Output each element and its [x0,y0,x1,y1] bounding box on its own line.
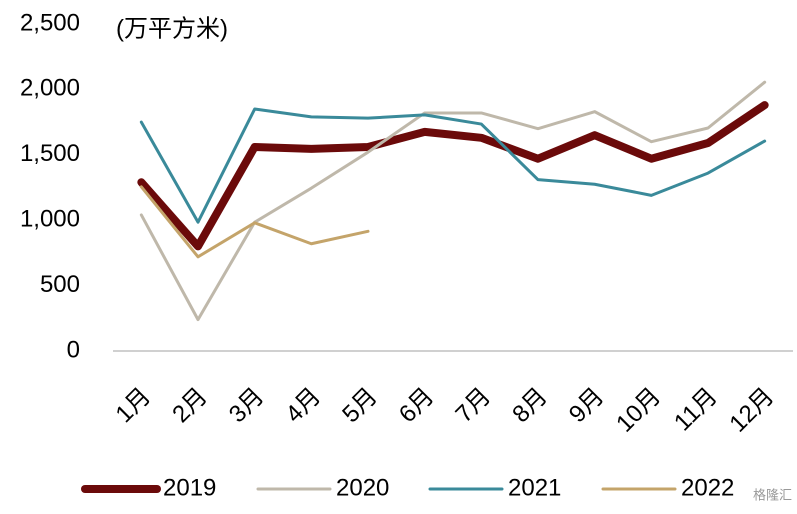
series-line [139,185,370,259]
series-line [137,101,769,251]
x-tick-label: 6月 [394,383,440,429]
x-tick-label: 10月 [611,383,666,438]
x-tick-label: 5月 [337,383,383,429]
y-tick-label: 1,000 [20,206,80,233]
x-tick-label: 7月 [451,383,497,429]
y-tick-label: 1,500 [20,140,80,167]
x-tick-label: 2月 [167,383,213,429]
legend-label: 2019 [163,474,216,501]
legend-label: 2022 [681,474,734,501]
x-tick-label: 1月 [111,383,157,429]
x-tick-label: 11月 [669,383,723,437]
watermark: 格隆汇 [753,487,792,502]
y-tick-label: 500 [40,271,80,298]
y-tick-label: 0 [67,336,80,363]
series-line [139,80,767,322]
x-tick-label: 4月 [281,383,327,429]
series-line [139,107,767,224]
y-tick-label: 2,500 [20,9,80,36]
legend-label: 2020 [336,474,389,501]
y-tick-label: 2,000 [20,75,80,102]
unit-label: (万平方米) [116,15,228,42]
x-tick-label: 3月 [224,383,270,429]
x-tick-label: 12月 [724,383,779,438]
x-tick-label: 8月 [507,383,553,429]
x-tick-label: 9月 [564,383,610,429]
legend-label: 2021 [508,474,561,501]
